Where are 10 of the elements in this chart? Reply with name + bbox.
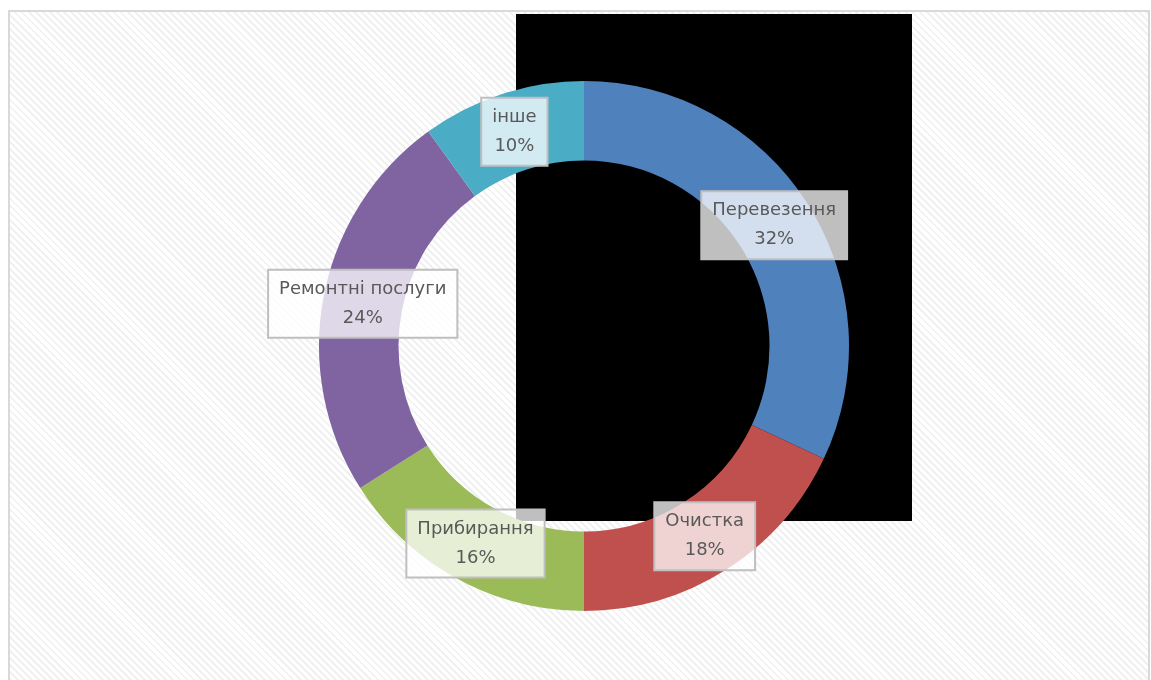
data-label: 16% bbox=[455, 545, 496, 567]
slice-label: Ремонтні послуги bbox=[279, 276, 447, 298]
slice-label: Перевезення bbox=[712, 198, 837, 220]
slice-label: інше bbox=[492, 104, 537, 126]
slice-label: Прибирання bbox=[417, 516, 534, 538]
data-label: 18% bbox=[684, 538, 725, 560]
data-label: 24% bbox=[342, 305, 383, 327]
data-label: 32% bbox=[754, 227, 795, 249]
data-label: 10% bbox=[494, 133, 535, 155]
slice-label: Очистка bbox=[665, 509, 745, 531]
